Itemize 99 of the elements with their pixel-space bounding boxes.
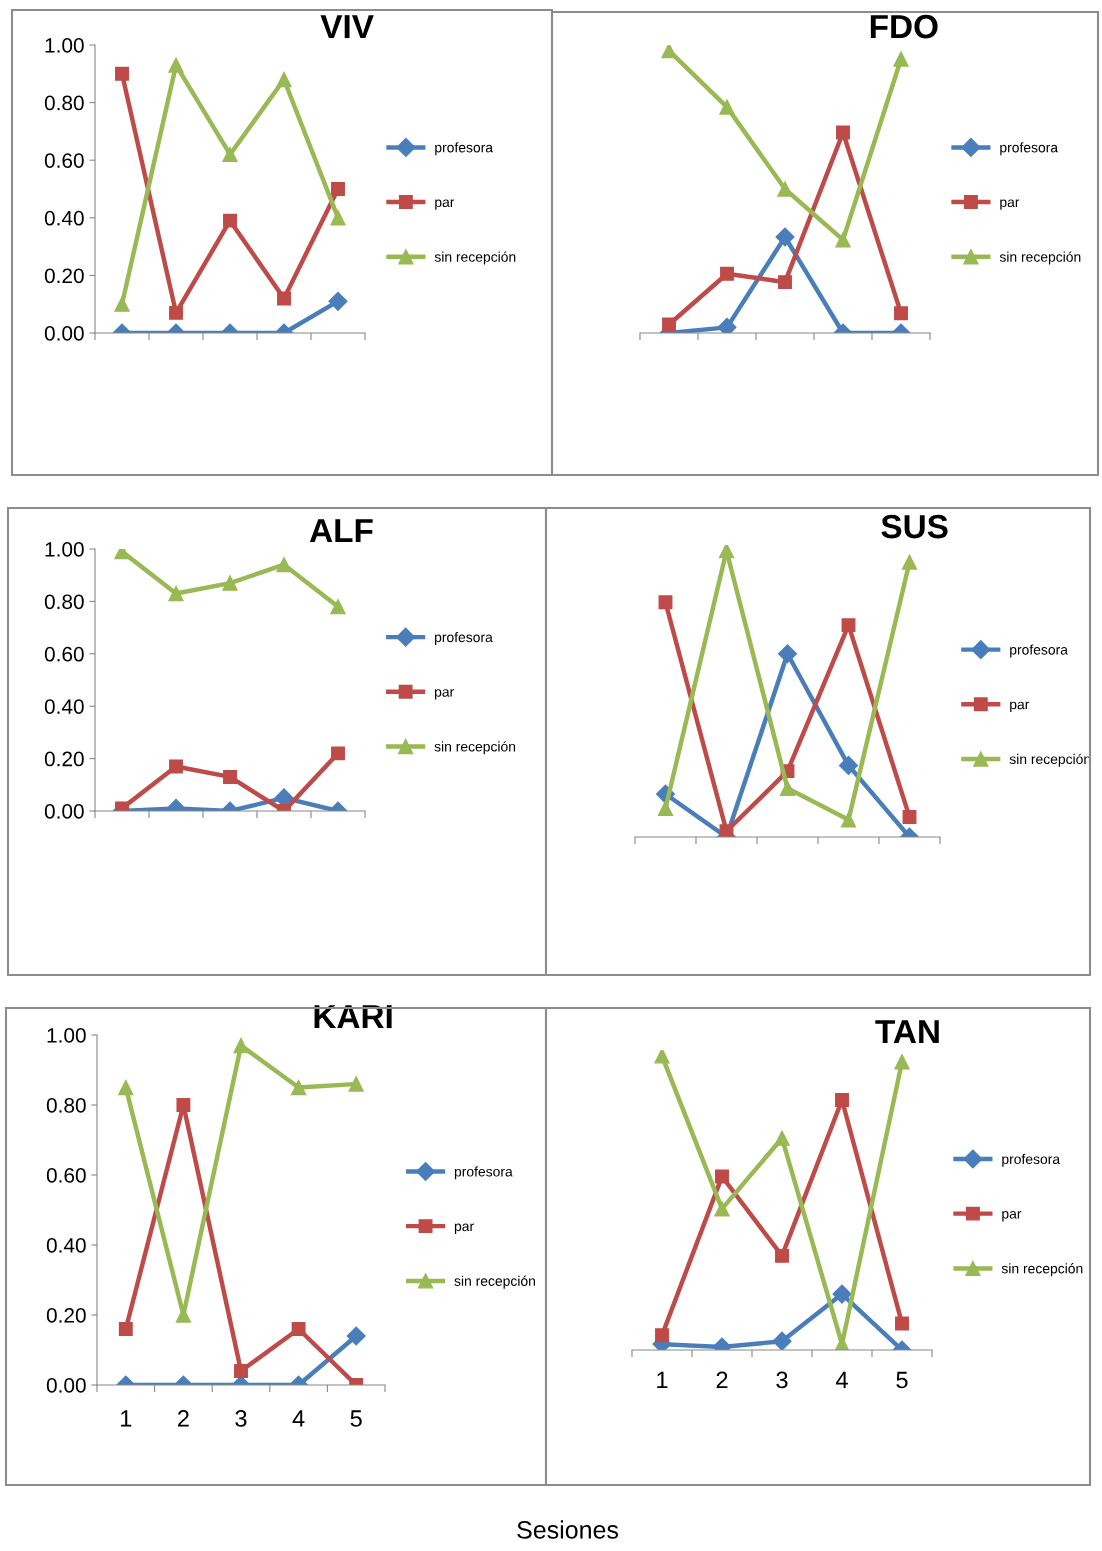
point [168,57,184,73]
point [331,182,345,196]
x-tick-label: 4 [292,1410,305,1427]
point [719,99,735,115]
point [276,71,292,88]
chart-title: FDO [870,14,938,39]
y-tick-label: 0.00 [46,1378,86,1393]
point [778,275,792,290]
legend-label: sin recepción [999,251,1081,265]
point [775,227,795,247]
x-tick-label: 2 [178,1410,189,1427]
point [841,618,856,633]
point [772,1331,792,1350]
x-tick-label: 4 [835,1371,848,1389]
x-tick-label: 5 [896,1371,908,1389]
point [662,317,676,332]
y-tick-label: 0.40 [44,210,84,226]
legend-label: par [454,1223,474,1234]
y-tick-label: 0.80 [44,594,84,610]
x-tick-label: 1 [121,1410,132,1427]
legend-label: par [1010,701,1030,712]
y-tick-label: 1.00 [47,1028,86,1043]
point [774,1130,790,1146]
x-tick-label: 1 [657,1371,668,1389]
point [222,575,238,591]
legend-label: sin recepción [434,251,516,265]
point [720,266,734,281]
y-tick-label: 0.20 [46,1308,86,1323]
point [832,1284,852,1304]
y-tick-label: 0.00 [44,804,84,819]
point [658,595,673,610]
legend-label: profesora [454,1166,513,1180]
y-tick-label: 0.00 [44,326,84,341]
y-tick-label: 1.00 [45,542,84,557]
point [835,232,851,248]
point [901,554,918,570]
point [276,557,292,573]
legend-label: sin recepción [1009,753,1091,767]
x-tick-label: 2 [716,1371,728,1389]
y-tick-label: 0.60 [44,153,84,168]
point [169,305,183,320]
point [715,1169,729,1184]
point [894,306,908,321]
legend-label: sin recepción [454,1275,535,1289]
point [779,780,796,796]
point [838,755,859,775]
legend-label: profesora [1002,1153,1061,1167]
legend-label: par [435,199,455,210]
x-tick-label: 3 [776,1371,788,1389]
y-tick-label: 0.40 [44,699,84,714]
legend-label: sin recepción [434,741,516,755]
y-tick-label: 0.40 [46,1238,86,1253]
y-tick-label: 0.80 [46,1098,86,1113]
chart-title: SUS [881,514,948,539]
point [777,181,793,197]
legend-label: par [1002,1211,1022,1222]
point [330,210,346,226]
y-tick-label: 1.00 [45,38,84,53]
chart-title: ALF [309,519,373,543]
legend-label: par [435,689,454,700]
point [840,812,857,828]
point [115,66,129,81]
legend-label: par [1000,199,1020,210]
point [661,45,677,59]
y-tick-label: 0.80 [44,95,84,111]
chart-title: TAN [875,1020,939,1044]
point [894,1054,910,1070]
y-tick-label: 0.20 [44,751,84,767]
point [718,545,735,559]
x-tick-label: 5 [350,1410,362,1427]
point [775,1248,789,1263]
point [222,146,238,163]
text: Sesiones [517,1520,619,1539]
point [893,51,909,67]
legend-label: profesora [435,631,493,645]
point [835,1093,849,1107]
point [902,810,917,824]
legend-label: sin recepción [1001,1263,1083,1277]
y-tick-label: 0.60 [46,1168,86,1183]
x-tick-label: 3 [235,1410,247,1427]
y-tick-label: 0.60 [44,646,84,662]
point [114,296,130,312]
point [654,1050,670,1064]
point [330,599,346,615]
point [328,291,348,311]
point [714,1201,730,1217]
point [655,1328,669,1343]
point [836,125,850,140]
legend-label: profesora [1000,142,1059,156]
chart-title: VIV [320,15,374,39]
point [223,213,237,228]
legend-label: profesora [435,142,494,156]
point [168,585,184,602]
point [777,644,798,664]
y-tick-label: 0.20 [44,268,84,284]
point [277,291,291,306]
legend-label: profesora [1010,644,1068,658]
point [657,800,674,817]
point [895,1316,909,1331]
